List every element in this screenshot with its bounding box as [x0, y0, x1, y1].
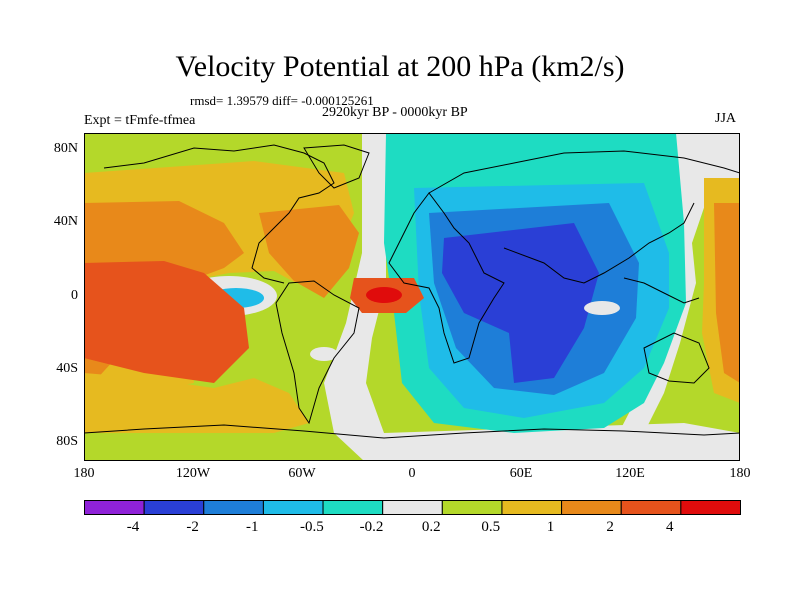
- colorbar-label-9: 2: [606, 519, 614, 535]
- colorbar-box-6: [382, 500, 443, 515]
- map-title: Velocity Potential at 200 hPa (km2/s): [175, 50, 625, 83]
- experiment-label: Expt = tFmfe-tfmea: [84, 113, 196, 128]
- statistics-text: rmsd= 1.39579 diff= -0.000125261: [190, 93, 374, 108]
- colorbar-boxes: [84, 500, 741, 515]
- field-positive-2-mid: [259, 205, 359, 298]
- colorbar-label-1: -4: [126, 519, 140, 535]
- velocity-potential-map: [84, 133, 740, 461]
- colorbar-box-3: [203, 500, 264, 515]
- colorbar-label-5: -0.2: [359, 519, 384, 535]
- lon-label-60w: 60W: [288, 466, 316, 481]
- field-positive-3-pacific: [84, 261, 249, 383]
- coast-southeast-asia: [623, 277, 700, 304]
- lon-label-60e: 60E: [509, 466, 533, 481]
- colorbar-label-3: -1: [246, 519, 259, 535]
- coast-europe-africa: [388, 192, 505, 364]
- lon-label-180w: 180: [73, 466, 95, 481]
- lon-label-180e: 180: [729, 466, 751, 481]
- lon-label-120w: 120W: [175, 466, 211, 481]
- coastlines: [84, 144, 740, 439]
- colorbar-box-7: [441, 500, 503, 515]
- field-indian-ocean-neutral: [584, 301, 620, 315]
- colorbar-box-9: [561, 500, 622, 515]
- season-label: JJA: [715, 111, 737, 126]
- colorbar-label-7: 0.5: [481, 519, 501, 535]
- colorbar-label-2: -2: [186, 519, 199, 535]
- coast-south-america: [275, 280, 360, 425]
- coast-antarctica: [84, 424, 740, 439]
- colorbar-label-6: 0.2: [421, 519, 441, 535]
- colorbar-box-11: [680, 500, 741, 515]
- period-text: 2920kyr BP - 0000kyr BP: [322, 105, 468, 120]
- field-positive-2-east-edge: [714, 203, 740, 383]
- colorbar-label-8: 1: [546, 519, 555, 535]
- coast-north-america: [103, 144, 335, 284]
- colorbar: [84, 500, 741, 515]
- colorbar-box-10: [620, 500, 682, 515]
- colorbar-box-1: [84, 500, 145, 515]
- field-south-america-neutral: [310, 347, 338, 361]
- colorbar-box-4: [262, 500, 324, 515]
- field-positive-4-atlantic: [366, 287, 402, 303]
- colorbar-box-8: [501, 500, 563, 515]
- lat-label-equator: 0: [71, 288, 78, 303]
- colorbar-label-10: 4: [665, 519, 674, 535]
- contour-field: [84, 133, 740, 461]
- field-negative-4: [442, 223, 599, 383]
- colorbar-box-5: [322, 500, 384, 515]
- map-frame: [84, 133, 740, 461]
- coast-eurasia: [428, 150, 740, 284]
- colorbar-label-4: -0.5: [300, 519, 324, 535]
- colorbar-box-2: [143, 500, 205, 515]
- lon-label-0: 0: [408, 466, 416, 481]
- lon-label-120e: 120E: [615, 466, 645, 481]
- lat-label-40s: 40S: [56, 361, 78, 376]
- field-positive-1-southern: [84, 373, 309, 433]
- lat-label-80n: 80N: [53, 141, 78, 156]
- coast-greenland: [303, 144, 370, 189]
- lat-label-80s: 80S: [56, 434, 78, 449]
- lat-label-40n: 40N: [53, 214, 78, 229]
- coast-australia: [643, 332, 710, 384]
